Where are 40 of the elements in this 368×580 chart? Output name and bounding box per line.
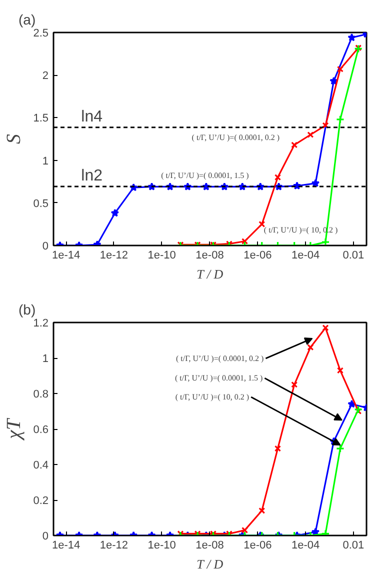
y-tick-label: 0	[42, 530, 49, 542]
y-axis-title: S	[3, 134, 26, 144]
annotation: ( t/Γ, U’/U )=( 0.0001, 1.5 )	[161, 171, 250, 180]
y-tick-label: 0.4	[33, 460, 49, 472]
x-tick-label: 1e-08	[196, 540, 224, 552]
y-tick-label: 0.8	[33, 388, 49, 400]
x-tick-label: 1e-04	[291, 540, 320, 552]
annotation: ( t/Γ, U’/U )=( 0.0001, 0.2 )	[176, 354, 264, 363]
x-tick-label: 1e-10	[148, 250, 176, 262]
annotation: ( t/Γ, U’/U )=( 10, 0.2 )	[175, 392, 250, 402]
y-tick-label: 1.5	[33, 112, 49, 125]
y-tick-label: 2.5	[33, 28, 49, 40]
x-tick-label: 1e-14	[52, 540, 80, 552]
ref-line-label: ln2	[81, 167, 103, 184]
x-tick-label: 1e-10	[148, 540, 176, 552]
x-tick-label: 1e-12	[100, 540, 128, 552]
y-axis-title: χT	[3, 417, 26, 441]
chart-title: (a)	[18, 12, 36, 28]
x-tick-label: 0.01	[342, 540, 364, 552]
x-tick-label: 1e-08	[196, 250, 224, 262]
x-tick-label: 0.01	[342, 250, 364, 262]
annotation: ( t/Γ, U’/U )=( 0.0001, 1.5 )	[174, 374, 264, 383]
y-tick-label: 2	[42, 70, 49, 82]
y-tick-label: 1.2	[33, 318, 49, 330]
y-tick-label: 0.2	[33, 495, 49, 507]
ref-line-label: ln4	[81, 108, 103, 126]
y-tick-label: 0	[42, 240, 49, 252]
x-tick-label: 1e-04	[291, 250, 320, 262]
y-tick-label: 0.5	[33, 198, 49, 210]
x-tick-label: 1e-06	[244, 250, 272, 262]
x-tick-label: 1e-12	[100, 250, 128, 262]
x-axis-title: T / D	[196, 556, 224, 572]
x-tick-label: 1e-06	[244, 540, 272, 552]
x-tick-label: 1e-14	[52, 250, 80, 262]
chart-title: (b)	[18, 302, 36, 318]
y-tick-label: 1	[42, 353, 49, 365]
annotation: ( t/Γ, U’/U )=( 0.0001, 0.2 )	[192, 132, 280, 142]
x-axis-title: T / D	[196, 266, 224, 282]
y-tick-label: 0.6	[33, 424, 49, 436]
y-tick-label: 1	[42, 155, 49, 168]
